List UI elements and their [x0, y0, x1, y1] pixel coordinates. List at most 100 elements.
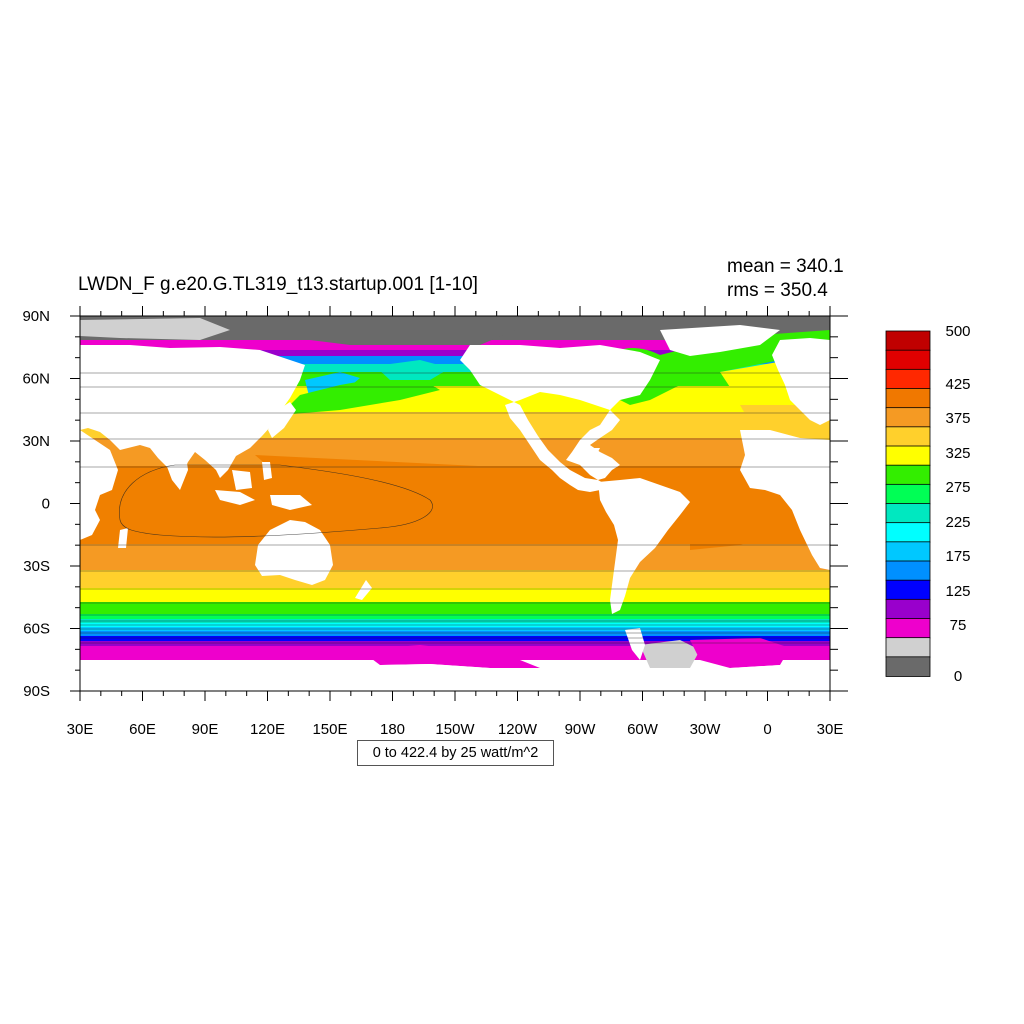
- colorbar-swatch: [885, 426, 931, 447]
- axis-ticks: [70, 306, 848, 701]
- band-arctic-purple: [80, 350, 830, 358]
- lon-tick-label: 30E: [67, 721, 94, 738]
- land-south-america: [598, 478, 690, 614]
- lat-tick-label: 90S: [23, 683, 50, 700]
- band-south-teal: [80, 619, 830, 624]
- lon-tick-label: 120E: [250, 721, 285, 738]
- lat-tick-label: 60N: [22, 371, 50, 388]
- colorbar-swatch: [885, 483, 931, 505]
- colorbar-swatch: [885, 618, 931, 639]
- map-plot-area: [80, 316, 830, 691]
- lat-tick-label: 30N: [22, 433, 50, 450]
- lon-tick-label: 30W: [690, 721, 722, 738]
- lon-tick-label: 90W: [565, 721, 597, 738]
- antarctic-magenta-coast: [360, 645, 540, 668]
- lon-tick-label: 150W: [435, 721, 475, 738]
- land-africa-east: [740, 430, 830, 570]
- bering-teal: [375, 360, 450, 380]
- colorbar-label: 275: [945, 479, 970, 496]
- colorbar-label: 0: [954, 668, 962, 685]
- colorbar-swatch: [885, 407, 931, 428]
- land-antarctica: [80, 664, 830, 691]
- lon-tick-label: 60E: [129, 721, 156, 738]
- colorbar-swatch: [885, 522, 931, 543]
- band-north-blue: [80, 356, 830, 366]
- colorbar-swatch: [885, 560, 931, 582]
- lon-tick-label: 120W: [498, 721, 538, 738]
- colorbar: 500 425 375 325 275 225 175 125 75 0: [885, 323, 971, 685]
- rms-stat: rms = 350.4: [727, 280, 828, 301]
- colorbar-label: 425: [945, 376, 970, 393]
- lon-tick-label: 90E: [192, 721, 219, 738]
- colorbar-swatch: [885, 541, 931, 562]
- land-new-guinea: [270, 495, 312, 510]
- band-south-green: [80, 602, 830, 616]
- north-atlantic-cold: [600, 330, 830, 405]
- lon-axis-labels: 30E 60E 90E 120E 150E 180 150W 120W 90W 60W 30W 0 30…: [67, 721, 844, 738]
- land-asia: [80, 345, 305, 478]
- land-borneo: [232, 470, 252, 490]
- weddell-magenta: [690, 638, 790, 668]
- land-indonesia: [215, 490, 255, 505]
- land-japan: [268, 402, 296, 438]
- land-north-america: [460, 345, 660, 492]
- tropical-pool-pacific: [255, 455, 600, 525]
- arctic-white-ice: [80, 318, 230, 340]
- colorbar-label: 75: [950, 617, 967, 634]
- band-south-gold: [80, 570, 830, 590]
- colorbar-swatch: [885, 598, 931, 620]
- plot-title: LWDN_F g.e20.G.TL319_t13.startup.001 [1-…: [78, 274, 478, 295]
- colorbar-label: 375: [945, 410, 970, 427]
- colorbar-swatch: [885, 349, 931, 371]
- lon-tick-label: 150E: [312, 721, 347, 738]
- lon-tick-label: 180: [380, 721, 405, 738]
- band-south-lightorange: [80, 544, 830, 572]
- colorbar-swatch: [885, 388, 931, 409]
- tropical-pool-atlantic: [690, 500, 800, 550]
- band-south-darkblue: [80, 636, 830, 642]
- colorbar-label: 325: [945, 445, 970, 462]
- land-australia: [255, 520, 333, 585]
- lat-tick-label: 30S: [23, 558, 50, 575]
- colorbar-label: 125: [945, 583, 970, 600]
- lat-axis-labels: 90N 60N 30N 0 30S 60S 90S: [22, 308, 50, 700]
- land-masses: [80, 325, 830, 691]
- band-south-blue: [80, 631, 830, 637]
- colorbar-label: 500: [945, 323, 970, 340]
- lon-tick-label: 60W: [627, 721, 659, 738]
- colorbar-swatch: [885, 503, 931, 524]
- colorbar-swatch: [885, 445, 931, 467]
- band-south-skyblue: [80, 627, 830, 632]
- contour-lines: [80, 372, 830, 644]
- colorbar-swatch: [885, 579, 931, 601]
- lat-tick-label: 0: [42, 496, 50, 513]
- contour-info-box: 0 to 422.4 by 25 watt/m^2: [357, 740, 554, 766]
- lat-tick-label: 60S: [23, 621, 50, 638]
- land-europe: [772, 338, 830, 425]
- colorbar-swatch: [885, 637, 931, 658]
- band-north-cyan: [80, 364, 830, 374]
- lon-tick-label: 0: [763, 721, 771, 738]
- colorbar-label: 225: [945, 514, 970, 531]
- band-south-cyan: [80, 623, 830, 628]
- land-madagascar: [118, 528, 128, 548]
- colorbar-swatch: [885, 656, 931, 677]
- colorbar-label: 175: [945, 548, 970, 565]
- land-cuba: [575, 448, 600, 452]
- arctic-gray-ice-b: [250, 318, 520, 345]
- mean-stat: mean = 340.1: [727, 256, 844, 277]
- band-south-yellow: [80, 588, 830, 604]
- land-nz: [355, 580, 372, 600]
- land-india: [160, 448, 188, 490]
- antarctic-gray-ice: [640, 640, 700, 668]
- colorbar-swatch: [885, 330, 931, 352]
- land-philippines: [262, 462, 272, 480]
- band-south-purple: [80, 641, 830, 647]
- land-africa: [80, 430, 118, 540]
- land-antarctic-peninsula: [625, 628, 645, 660]
- colorbar-swatch: [885, 368, 931, 390]
- colorbar-swatch: [885, 464, 931, 486]
- lat-tick-label: 90N: [22, 308, 50, 325]
- lon-tick-label: 30E: [817, 721, 844, 738]
